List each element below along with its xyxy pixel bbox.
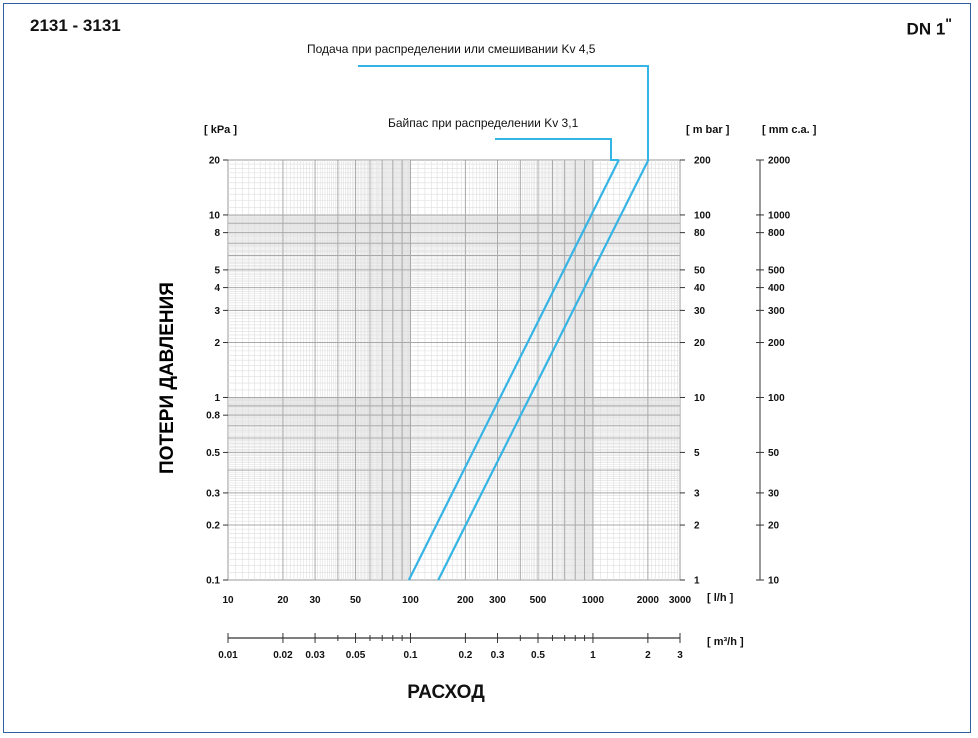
x-tick-label: 10 [222,595,234,606]
y-left-tick-label: 1 [214,393,220,404]
y-left-tick-label: 4 [214,283,220,294]
y-left-tick-label: 0.2 [206,521,220,532]
x2-tick-label: 0.3 [491,650,505,661]
y-mmca-tick-label: 300 [768,306,785,317]
y-mmca-tick-label: 30 [768,488,780,499]
x-tick-label: 500 [530,595,547,606]
y-mmca-tick-label: 400 [768,283,785,294]
y-mbar-unit: [ m bar ] [686,124,730,136]
y-mbar-tick-label: 3 [694,488,700,499]
x-tick-label: 2000 [637,595,660,606]
y-mmca-tick-label: 20 [768,521,780,532]
y-mmca-tick-label: 10 [768,576,780,587]
y-mmca-tick-label: 500 [768,265,785,276]
y-left-tick-label: 0.5 [206,448,220,459]
x-tick-label: 30 [309,595,321,606]
x-tick-label: 300 [489,595,506,606]
x-axis-title: РАСХОД [407,682,485,703]
x-tick-label: 100 [402,595,419,606]
y-left-tick-label: 2 [214,338,220,349]
y-mbar-tick-label: 2 [694,521,700,532]
x2-tick-label: 0.05 [346,650,366,661]
y-mbar-tick-label: 200 [694,156,711,167]
x2-tick-label: 0.02 [273,650,293,661]
y-mbar-tick-label: 30 [694,306,706,317]
y-mbar-tick-label: 1 [694,576,700,587]
grid [228,160,680,580]
y-mbar-tick-label: 5 [694,448,700,459]
y-mmca-tick-label: 100 [768,393,785,404]
x2-tick-label: 1 [590,650,596,661]
y-left-unit: [ kPa ] [204,124,238,136]
x2-tick-label: 0.2 [458,650,472,661]
y-mmca-tick-label: 1000 [768,210,791,221]
x2-tick-label: 0.01 [218,650,238,661]
series-leader-line [358,65,649,161]
x2-tick-label: 0.1 [404,650,418,661]
x-tick-label: 3000 [669,595,692,606]
series-line [407,159,620,581]
x2-tick-label: 2 [645,650,651,661]
y-left-tick-label: 10 [209,210,221,221]
y-left-tick-label: 0.3 [206,488,220,499]
y-mmca-tick-label: 800 [768,228,785,239]
y-mbar-tick-label: 100 [694,210,711,221]
y-left-tick-label: 20 [209,156,221,167]
y-mmca-tick-label: 50 [768,448,780,459]
model-number: 2131 - 3131 [30,16,121,35]
x2-tick-label: 0.5 [531,650,545,661]
x-unit-m3h: [ m³/h ] [707,636,744,648]
x-tick-label: 50 [350,595,362,606]
x-tick-label: 1000 [582,595,605,606]
y-mbar-tick-label: 20 [694,338,706,349]
y-left-tick-label: 0.8 [206,411,220,422]
y-mbar-tick-label: 10 [694,393,706,404]
series-line [437,159,650,581]
y-mbar-tick-label: 80 [694,228,706,239]
y-left-tick-label: 8 [214,228,220,239]
series-title-supply: Подача при распределении или смешивании … [307,42,596,56]
y-mmca-tick-label: 2000 [768,156,791,167]
x-tick-label: 200 [457,595,474,606]
series-title-bypass: Байпас при распределении Kv 3,1 [388,116,579,130]
x2-tick-label: 3 [677,650,683,661]
x-unit-lh: [ l/h ] [707,592,734,604]
y-mmca-unit: [ mm c.a. ] [762,124,817,136]
y-mbar-tick-label: 50 [694,265,706,276]
y-mmca-tick-label: 200 [768,338,785,349]
y-mbar-tick-label: 40 [694,283,706,294]
series-leader-line [495,138,619,161]
nominal-diameter: DN 1" [906,16,952,39]
y-left-tick-label: 5 [214,265,220,276]
x2-tick-label: 0.03 [305,650,325,661]
x-tick-label: 20 [277,595,289,606]
y-left-tick-label: 0.1 [206,576,220,587]
y-left-tick-label: 3 [214,306,220,317]
